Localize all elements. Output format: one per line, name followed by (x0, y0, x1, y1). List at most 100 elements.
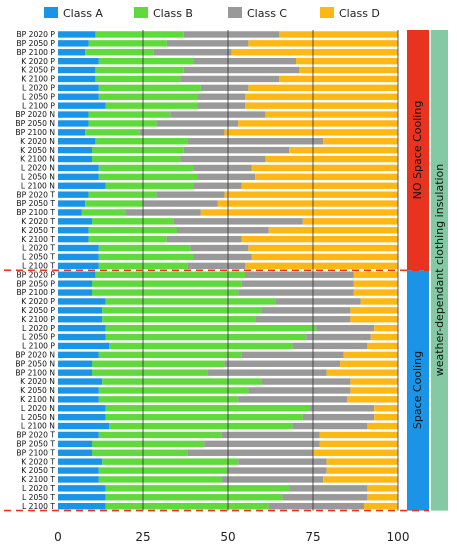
bar-segment-class-a (58, 307, 103, 314)
bar-segment-class-b (92, 449, 188, 456)
bar-segment-class-a (58, 200, 86, 207)
bar-segment-class-b (92, 146, 184, 154)
bar-segment-class-d (350, 378, 398, 385)
bar-segment-class-d (224, 191, 398, 198)
category-label: BP 2050 N (15, 119, 55, 128)
bar-segment-class-b (98, 467, 228, 474)
bar-segment-class-c (228, 467, 327, 474)
bar-segment-class-d (245, 102, 398, 109)
bar-segment-class-b (105, 102, 198, 109)
bar-segment-class-a (58, 360, 92, 367)
category-label: K 2100 P (21, 75, 55, 84)
bar-segment-class-c (177, 227, 269, 234)
legend-label: Class A (63, 7, 103, 20)
legend-item-class-b: Class B (134, 7, 193, 21)
category-label: L 2050 T (22, 253, 55, 262)
bar-segment-class-b (92, 155, 181, 163)
bar-segment-class-b (88, 235, 167, 243)
bar-segment-class-b (85, 200, 143, 207)
bar-segment-class-d (241, 235, 398, 243)
bar-segment-class-b (105, 298, 276, 305)
x-tick-label: 0 (54, 530, 62, 544)
bar-segment-class-a (58, 253, 99, 261)
bar-segment-class-c (194, 57, 296, 65)
bar-segment-class-b (102, 378, 262, 385)
bar-segment-class-a (58, 120, 89, 127)
bar-segment-class-d (367, 422, 398, 430)
category-label: BP 2100 P (16, 288, 55, 297)
bar-segment-class-b (95, 138, 188, 145)
bar-segment-class-a (58, 387, 99, 394)
bar-segment-class-d (268, 227, 398, 234)
category-label: L 2020 N (21, 164, 55, 173)
bar-segment-class-c (306, 333, 371, 341)
x-tick-label: 50 (220, 530, 235, 544)
outer-label-clothing-insulation: weather-dependant clothing insulation (432, 164, 446, 377)
category-label: BP 2020 P (16, 30, 55, 39)
category-label: L 2050 N (21, 172, 55, 181)
bar-segment-class-c (262, 307, 351, 314)
bar-segment-class-a (58, 129, 86, 136)
bar-segment-class-d (251, 253, 398, 261)
bar-segment-class-d (353, 289, 398, 296)
category-label: BP 2020 P (16, 270, 55, 279)
bar-segment-class-c (166, 40, 249, 47)
bar-segment-class-c (241, 280, 354, 287)
bar-segment-class-a (58, 191, 89, 198)
category-label: L 2020 P (22, 324, 55, 333)
bar-segment-class-b (98, 173, 198, 181)
category-label: L 2020 T (22, 244, 55, 253)
bar-segment-class-b (105, 494, 283, 501)
bar-segment-class-b (102, 307, 262, 314)
bar-segment-class-c (180, 155, 266, 163)
bar-segment-class-d (374, 413, 398, 421)
bar-segment-class-b (92, 289, 239, 296)
bar-segment-class-c (282, 494, 368, 501)
legend-item-class-d: Class D (320, 7, 380, 21)
bar-segment-class-c (248, 387, 351, 394)
bar-segment-class-a (58, 289, 92, 296)
category-label: BP 2050 N (15, 359, 55, 368)
bar-segment-class-a (58, 102, 106, 109)
bar-segment-class-c (275, 298, 361, 305)
category-label: L 2020 N (21, 404, 55, 413)
legend-label: Class B (153, 7, 193, 20)
legend-item-class-c: Class C (228, 7, 287, 21)
group-label-space-cooling: Space Cooling (411, 351, 424, 430)
category-label: K 2100 T (21, 475, 55, 484)
x-tick-label: 75 (305, 530, 320, 544)
bar-segment-class-c (245, 271, 354, 278)
category-label: BP 2020 T (16, 431, 55, 440)
legend-label: Class C (247, 7, 288, 20)
bar-segment-class-a (58, 40, 89, 47)
bar-segment-class-c (156, 120, 239, 127)
legend-swatch (228, 7, 242, 18)
bar-segment-class-b (85, 49, 154, 56)
bar-segment-class-d (200, 209, 398, 216)
bar-segment-class-b (92, 369, 208, 376)
bar-segment-class-d (326, 458, 398, 465)
bar-segment-class-d (367, 485, 398, 492)
bar-segment-class-b (105, 502, 269, 510)
bar-segment-class-d (279, 75, 398, 83)
bar-segment-class-c (143, 200, 218, 207)
bar-segment-class-b (102, 458, 239, 465)
bar-segment-class-a (58, 431, 99, 439)
category-label: L 2100 N (21, 422, 55, 431)
bar-segment-class-b (98, 351, 242, 359)
bar-segment-class-c (204, 440, 320, 448)
bar-segment-class-a (58, 271, 96, 278)
bar-segment-class-a (58, 209, 82, 216)
bar-segment-class-c (207, 369, 327, 376)
bar-segment-class-c (180, 75, 279, 83)
bar-segment-class-c (221, 431, 320, 439)
bar-segment-class-c (238, 289, 354, 296)
bar-segment-class-d (350, 316, 398, 323)
bar-segment-class-a (58, 146, 92, 154)
category-label: K 2050 N (20, 146, 55, 155)
bar-segment-class-d (245, 93, 398, 100)
bar-segment-class-d (326, 467, 398, 474)
bar-segment-class-c (187, 138, 324, 145)
bar-segment-class-d (289, 146, 398, 154)
